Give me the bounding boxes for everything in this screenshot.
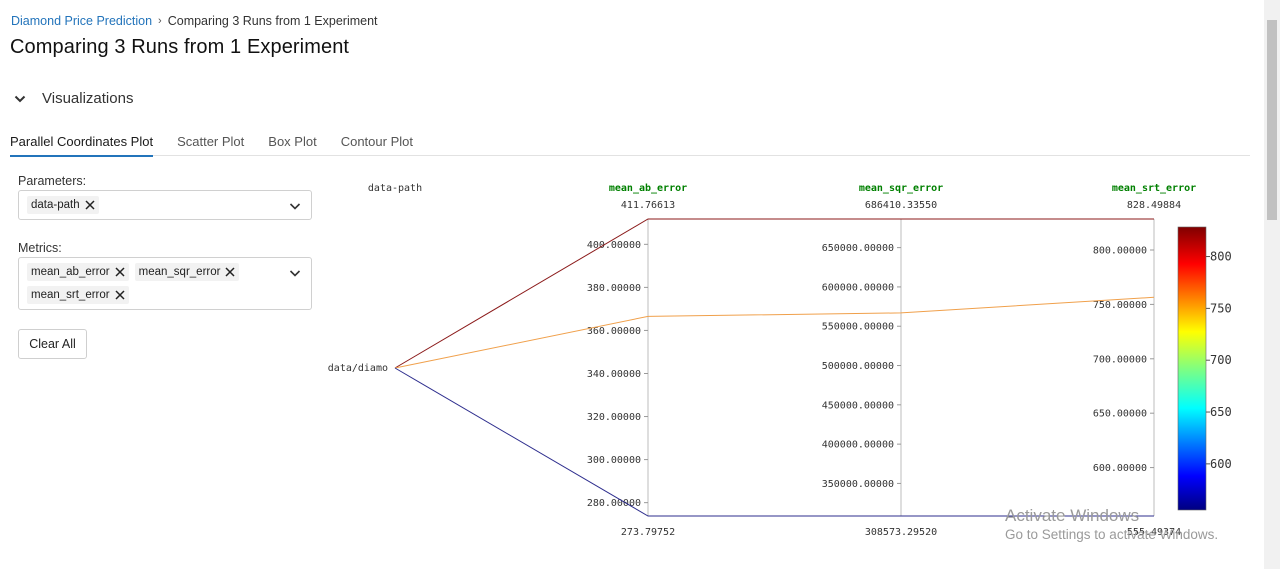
axis-tick-label: 400000.00000 xyxy=(822,440,894,451)
axis-tick-label: 600000.00000 xyxy=(822,282,894,293)
axis-min-label: 273.79752 xyxy=(621,527,675,538)
breadcrumb-current: Comparing 3 Runs from 1 Experiment xyxy=(167,14,378,28)
axis-tick-label: 700.00000 xyxy=(1093,354,1147,365)
axis-tick-label: 380.00000 xyxy=(587,283,641,294)
axis-tick-label: 340.00000 xyxy=(587,369,641,380)
axis-tick-label: 550000.00000 xyxy=(822,322,894,333)
remove-tag-icon[interactable] xyxy=(85,200,95,210)
tag-label: data-path xyxy=(31,199,80,211)
parameters-label: Parameters: xyxy=(18,174,87,188)
axis-min-label: 555.49374 xyxy=(1127,527,1181,538)
axis-max-label: 828.49884 xyxy=(1127,200,1181,211)
colorbar-tick-label: 700 xyxy=(1210,353,1232,367)
axis-max-label: 411.76613 xyxy=(621,200,675,211)
axis-tick-label: 500000.00000 xyxy=(822,361,894,372)
remove-tag-icon[interactable] xyxy=(115,267,125,277)
page-title: Comparing 3 Runs from 1 Experiment xyxy=(10,36,350,58)
colorbar xyxy=(1177,226,1207,511)
axis-tick-label: 280.00000 xyxy=(587,498,641,509)
axis-tick-label: 600.00000 xyxy=(1093,463,1147,474)
remove-tag-icon[interactable] xyxy=(115,289,125,300)
tag-label: mean_ab_error xyxy=(31,266,110,278)
axis-tick-label: 300.00000 xyxy=(587,455,641,466)
chevron-down-icon[interactable] xyxy=(289,267,301,279)
axis-title: mean_srt_error xyxy=(1112,183,1196,194)
section-title: Visualizations xyxy=(42,90,134,107)
breadcrumb-separator-icon: › xyxy=(158,15,162,27)
visualizations-toggle[interactable]: Visualizations xyxy=(12,90,133,107)
axis-tick-label: 800.00000 xyxy=(1093,246,1147,257)
tab-scatter-plot[interactable]: Scatter Plot xyxy=(177,134,245,149)
metric-tag: mean_srt_error xyxy=(27,285,129,304)
run-line xyxy=(394,296,1155,369)
metric-tag: mean_ab_error xyxy=(27,263,129,281)
visualization-tabs: Parallel Coordinates Plot Scatter Plot B… xyxy=(10,126,1250,157)
colorbar-tick-label: 800 xyxy=(1210,250,1232,264)
breadcrumb-experiment-link[interactable]: Diamond Price Prediction xyxy=(11,14,153,28)
colorbar-tick-label: 650 xyxy=(1210,405,1232,419)
tab-box-plot[interactable]: Box Plot xyxy=(268,134,317,149)
page-scrollbar[interactable] xyxy=(1264,0,1280,569)
axis-tick-label: 350000.00000 xyxy=(822,479,894,490)
colorbar-tick-label: 600 xyxy=(1210,457,1232,471)
axis-tick-label: 360.00000 xyxy=(587,326,641,337)
tag-label: mean_sqr_error xyxy=(138,266,221,278)
tab-contour-plot[interactable]: Contour Plot xyxy=(340,134,413,149)
axis-title: mean_ab_error xyxy=(609,183,687,194)
metrics-label: Metrics: xyxy=(18,241,62,255)
axis-title: mean_sqr_error xyxy=(859,183,943,194)
remove-tag-icon[interactable] xyxy=(225,267,235,277)
parameter-tag: data-path xyxy=(27,196,99,214)
run-line xyxy=(394,218,1154,369)
axis-tick-label: 650.00000 xyxy=(1093,409,1147,420)
run-line xyxy=(394,367,1154,517)
axis-tick-label: 650000.00000 xyxy=(822,243,894,254)
tag-label: mean_srt_error xyxy=(31,288,110,301)
breadcrumb: Diamond Price Prediction › Comparing 3 R… xyxy=(11,14,378,28)
category-label: data/diamo xyxy=(328,363,388,374)
axis-tick-label: 450000.00000 xyxy=(822,400,894,411)
parameters-select[interactable]: data-path xyxy=(18,190,312,220)
axis-tick-label: 750.00000 xyxy=(1093,300,1147,311)
scrollbar-thumb[interactable] xyxy=(1267,20,1277,220)
axis-title: data-path xyxy=(368,183,422,194)
chevron-down-icon[interactable] xyxy=(289,200,301,212)
tab-parallel-coordinates[interactable]: Parallel Coordinates Plot xyxy=(10,126,154,157)
colorbar-tick-label: 750 xyxy=(1210,301,1232,315)
axis-tick-label: 400.00000 xyxy=(587,240,641,251)
axis-min-label: 308573.29520 xyxy=(865,527,937,538)
axis-tick-label: 320.00000 xyxy=(587,412,641,423)
metrics-select[interactable]: mean_ab_error mean_sqr_error mean_srt_er… xyxy=(18,257,312,310)
chevron-down-icon xyxy=(14,95,26,102)
metric-tag: mean_sqr_error xyxy=(134,263,240,281)
axis-max-label: 686410.33550 xyxy=(865,200,937,211)
clear-all-button[interactable]: Clear All xyxy=(18,329,87,359)
